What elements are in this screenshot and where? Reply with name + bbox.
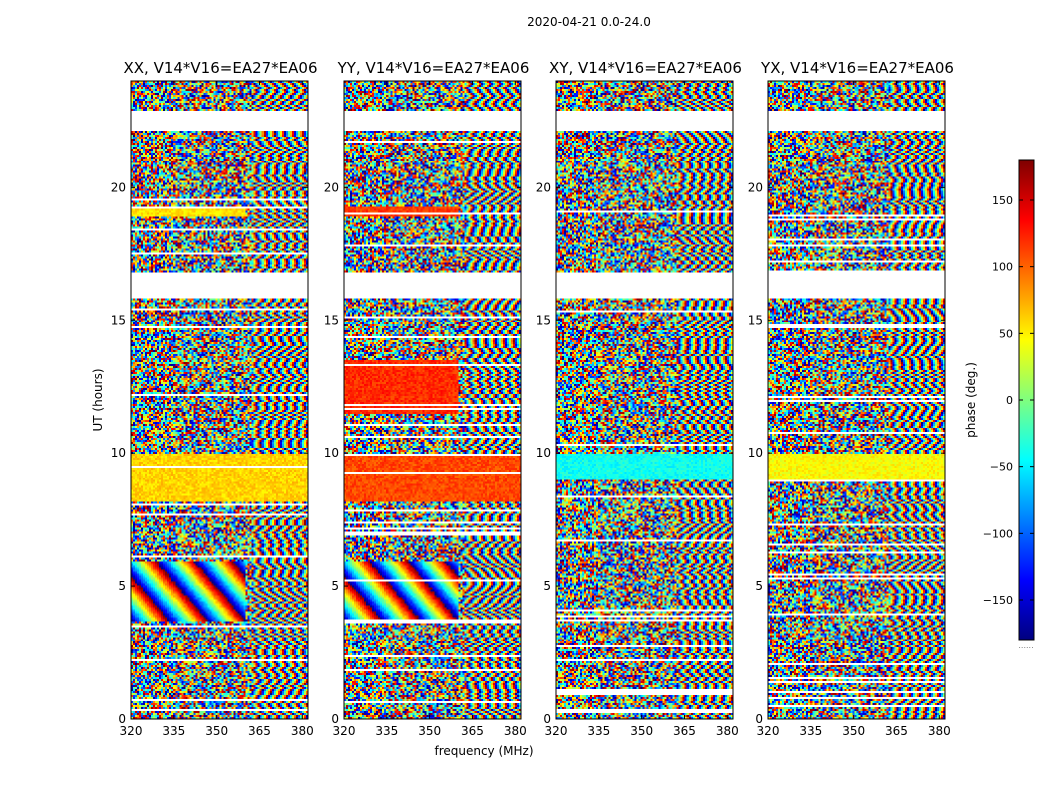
- y-tick-label: 10: [748, 446, 763, 460]
- y-tick-label: 10: [324, 446, 339, 460]
- heatmap-panel-3: XY, V14*V16=EA27*EA06 320 335 350 365 380 0 5 10…: [536, 59, 742, 738]
- y-tick-label: 20: [748, 180, 763, 194]
- heatmap-image: [131, 81, 308, 719]
- panel-title: XX, V14*V16=EA27*EA06: [123, 59, 317, 77]
- x-tick-label: 335: [162, 724, 185, 738]
- x-tick-label: 350: [418, 724, 441, 738]
- x-tick-label: 365: [885, 724, 908, 738]
- panel-frame: [767, 80, 946, 720]
- x-tick-label: 365: [673, 724, 696, 738]
- y-tick-label: 5: [331, 579, 339, 593]
- colorbar-tick-label: −100: [983, 527, 1013, 540]
- y-tick-label: 10: [111, 446, 126, 460]
- y-tick-label: 15: [111, 313, 126, 327]
- y-tick-label: 0: [118, 712, 126, 726]
- x-tick-label: 335: [375, 724, 398, 738]
- panel-title: YX, V14*V16=EA27*EA06: [760, 59, 954, 77]
- heatmap-image: [556, 81, 733, 719]
- x-tick-label: 380: [928, 724, 951, 738]
- panel-title: YY, V14*V16=EA27*EA06: [337, 59, 530, 77]
- panel-frame: [555, 80, 734, 720]
- y-tick-label: 15: [536, 313, 551, 327]
- colorbar-tick-label: 150: [992, 194, 1013, 207]
- panel-title: XY, V14*V16=EA27*EA06: [549, 59, 742, 77]
- y-tick-label: 5: [118, 579, 126, 593]
- colorbar-footnote: ......: [1018, 641, 1033, 650]
- colorbar-tick-label: −150: [983, 594, 1013, 607]
- panel-frame: [130, 80, 309, 720]
- y-tick-label: 20: [111, 180, 126, 194]
- heatmap-image: [768, 81, 945, 719]
- y-tick-label: 15: [324, 313, 339, 327]
- x-tick-label: 335: [587, 724, 610, 738]
- y-tick-label: 20: [324, 180, 339, 194]
- x-tick-label: 380: [504, 724, 527, 738]
- heatmap-image: [344, 81, 521, 719]
- x-tick-label: 335: [799, 724, 822, 738]
- y-tick-label: 0: [331, 712, 339, 726]
- x-tick-label: 350: [842, 724, 865, 738]
- y-tick-label: 10: [536, 446, 551, 460]
- y-tick-label: 0: [755, 712, 763, 726]
- colorbar-tick-label: 50: [999, 327, 1013, 340]
- colorbar-tick-label: −50: [990, 461, 1013, 474]
- panel-frame: [343, 80, 522, 720]
- heatmap-panels: XX, V14*V16=EA27*EA06 320 335 350 365 380 0 5 10…: [111, 59, 954, 738]
- colorbar-tick-label: 100: [992, 261, 1013, 274]
- colorbar-label: phase (deg.): [964, 362, 978, 438]
- colorbar-tick-label: 0: [1006, 394, 1013, 407]
- x-tick-label: 350: [630, 724, 653, 738]
- y-tick-label: 5: [755, 579, 763, 593]
- colorbar: phase (deg.) ...... 150 100 50 0 −50 −100 −150: [964, 159, 1035, 650]
- y-axis-label: UT (hours): [91, 368, 105, 431]
- x-tick-label: 320: [333, 724, 356, 738]
- y-tick-label: 0: [543, 712, 551, 726]
- heatmap-panel-2: YY, V14*V16=EA27*EA06 320 335 350 365 380 0 5 10…: [324, 59, 530, 738]
- y-tick-label: 20: [536, 180, 551, 194]
- x-tick-label: 320: [545, 724, 568, 738]
- x-tick-label: 320: [120, 724, 143, 738]
- x-axis-label: frequency (MHz): [434, 744, 533, 758]
- heatmap-panel-1: XX, V14*V16=EA27*EA06 320 335 350 365 380 0 5 10…: [111, 59, 318, 738]
- x-tick-label: 365: [248, 724, 271, 738]
- x-tick-label: 320: [757, 724, 780, 738]
- y-tick-label: 15: [748, 313, 763, 327]
- heatmap-panel-4: YX, V14*V16=EA27*EA06 320 335 350 365 380 0 5 10…: [748, 59, 954, 738]
- x-tick-label: 380: [291, 724, 314, 738]
- y-tick-label: 5: [543, 579, 551, 593]
- x-tick-label: 380: [716, 724, 739, 738]
- x-tick-label: 365: [461, 724, 484, 738]
- x-tick-label: 350: [205, 724, 228, 738]
- figure-suptitle: 2020-04-21 0.0-24.0: [527, 15, 651, 29]
